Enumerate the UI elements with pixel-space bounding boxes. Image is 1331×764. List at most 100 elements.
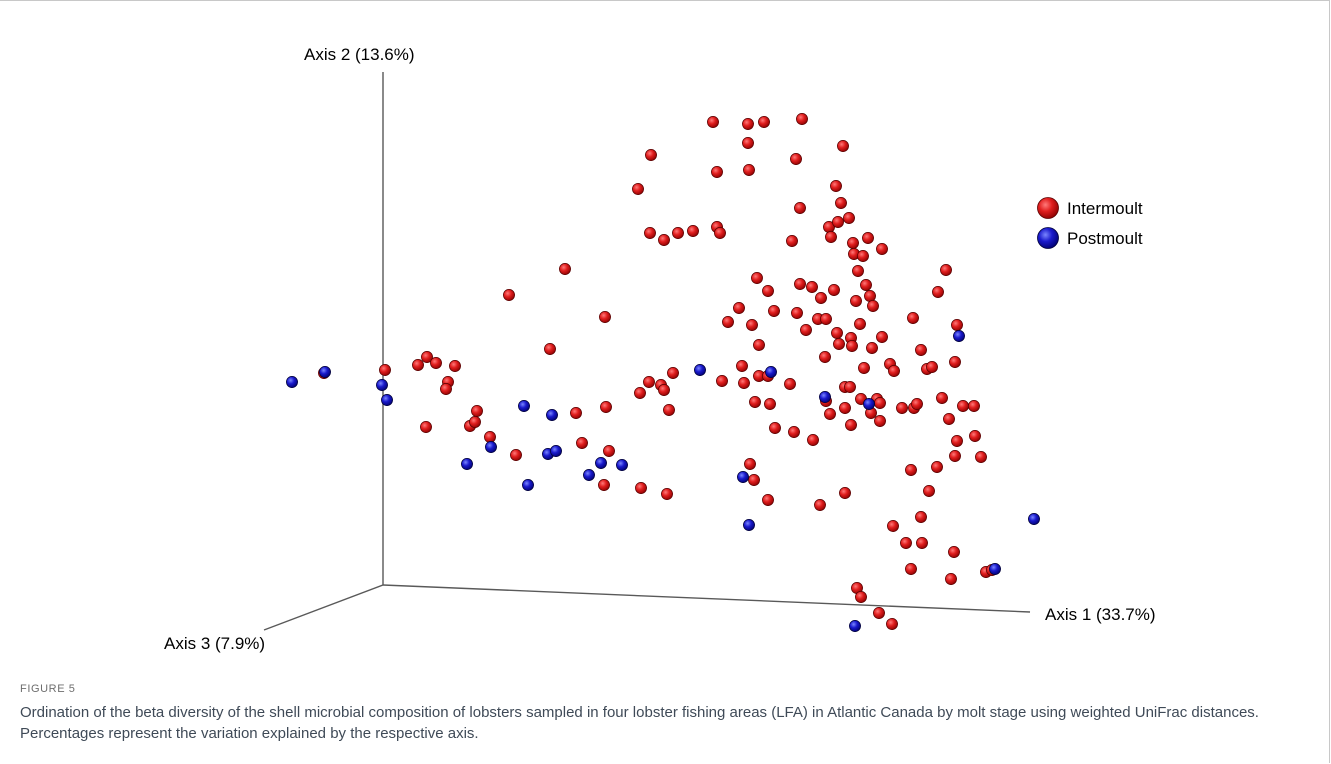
point-intermoult-66 [379,364,391,376]
point-intermoult-131 [931,461,943,473]
point-intermoult-43 [733,302,745,314]
point-intermoult-145 [948,546,960,558]
axis-3-label: Axis 3 (7.9%) [164,634,265,653]
point-intermoult-122 [943,413,955,425]
point-intermoult-46 [746,319,758,331]
point-intermoult-126 [603,445,615,457]
point-intermoult-44 [599,311,611,323]
point-intermoult-153 [886,618,898,630]
point-intermoult-144 [916,537,928,549]
point-intermoult-51 [850,295,862,307]
point-intermoult-30 [559,263,571,275]
point-intermoult-40 [864,290,876,302]
point-intermoult-132 [744,458,756,470]
point-intermoult-83 [784,378,796,390]
point-intermoult-107 [874,415,886,427]
legend: Intermoult Postmoult [1037,197,1143,249]
point-intermoult-139 [839,487,851,499]
point-intermoult-88 [858,362,870,374]
point-intermoult-55 [876,331,888,343]
point-intermoult-85 [819,351,831,363]
point-intermoult-99 [764,398,776,410]
point-intermoult-72 [440,383,452,395]
point-intermoult-140 [923,485,935,497]
point-intermoult-1 [742,118,754,130]
point-intermoult-110 [911,398,923,410]
point-intermoult-74 [667,367,679,379]
point-intermoult-80 [738,377,750,389]
data-points [286,113,1040,632]
point-postmoult-0 [286,376,298,388]
point-intermoult-3 [796,113,808,125]
point-intermoult-60 [833,338,845,350]
point-intermoult-94 [471,405,483,417]
point-intermoult-36 [794,278,806,290]
point-intermoult-32 [852,265,864,277]
point-intermoult-37 [806,281,818,293]
point-postmoult-23 [849,620,861,632]
point-intermoult-2 [758,116,770,128]
point-intermoult-137 [762,494,774,506]
point-intermoult-87 [844,381,856,393]
point-intermoult-152 [873,607,885,619]
point-intermoult-38 [828,284,840,296]
point-intermoult-26 [876,243,888,255]
point-intermoult-123 [951,435,963,447]
axis-3-line [263,584,384,631]
point-intermoult-90 [888,365,900,377]
point-intermoult-70 [449,360,461,372]
point-intermoult-97 [570,407,582,419]
point-postmoult-22 [1028,513,1040,525]
point-intermoult-121 [845,419,857,431]
point-intermoult-118 [769,422,781,434]
point-intermoult-19 [714,227,726,239]
point-postmoult-15 [595,457,607,469]
point-intermoult-68 [421,351,433,363]
point-intermoult-128 [949,450,961,462]
point-intermoult-57 [544,343,556,355]
point-postmoult-9 [518,400,530,412]
point-intermoult-24 [825,231,837,243]
figure-caption-block: FIGURE 5 Ordination of the beta diversit… [20,683,1310,744]
point-intermoult-22 [832,216,844,228]
point-postmoult-11 [485,441,497,453]
point-intermoult-35 [762,285,774,297]
point-intermoult-77 [658,384,670,396]
point-intermoult-45 [722,316,734,328]
point-intermoult-23 [843,212,855,224]
legend-label-intermoult: Intermoult [1067,199,1143,218]
point-intermoult-96 [663,404,675,416]
point-intermoult-31 [503,289,515,301]
point-intermoult-119 [788,426,800,438]
point-intermoult-0 [707,116,719,128]
point-postmoult-3 [381,394,393,406]
axis-2-label: Axis 2 (13.6%) [304,45,415,64]
point-intermoult-108 [896,402,908,414]
point-intermoult-98 [749,396,761,408]
point-intermoult-14 [644,227,656,239]
point-intermoult-47 [768,305,780,317]
point-intermoult-115 [469,416,481,428]
point-intermoult-61 [846,340,858,352]
axis-1-line [382,584,1031,613]
point-postmoult-19 [737,471,749,483]
point-postmoult-7 [819,391,831,403]
ordination-plot: Axis 2 (13.6%) Axis 1 (33.7%) Axis 3 (7.… [164,45,1156,653]
point-intermoult-141 [887,520,899,532]
point-postmoult-20 [743,519,755,531]
point-postmoult-1 [319,366,331,378]
point-intermoult-39 [860,279,872,291]
point-intermoult-113 [968,400,980,412]
point-intermoult-20 [786,235,798,247]
point-intermoult-133 [598,479,610,491]
point-intermoult-62 [866,342,878,354]
point-intermoult-105 [874,397,886,409]
point-intermoult-134 [635,482,647,494]
point-intermoult-17 [687,225,699,237]
point-intermoult-27 [847,237,859,249]
point-intermoult-120 [807,434,819,446]
point-intermoult-65 [915,344,927,356]
point-intermoult-29 [857,250,869,262]
point-intermoult-147 [945,573,957,585]
point-intermoult-58 [753,339,765,351]
